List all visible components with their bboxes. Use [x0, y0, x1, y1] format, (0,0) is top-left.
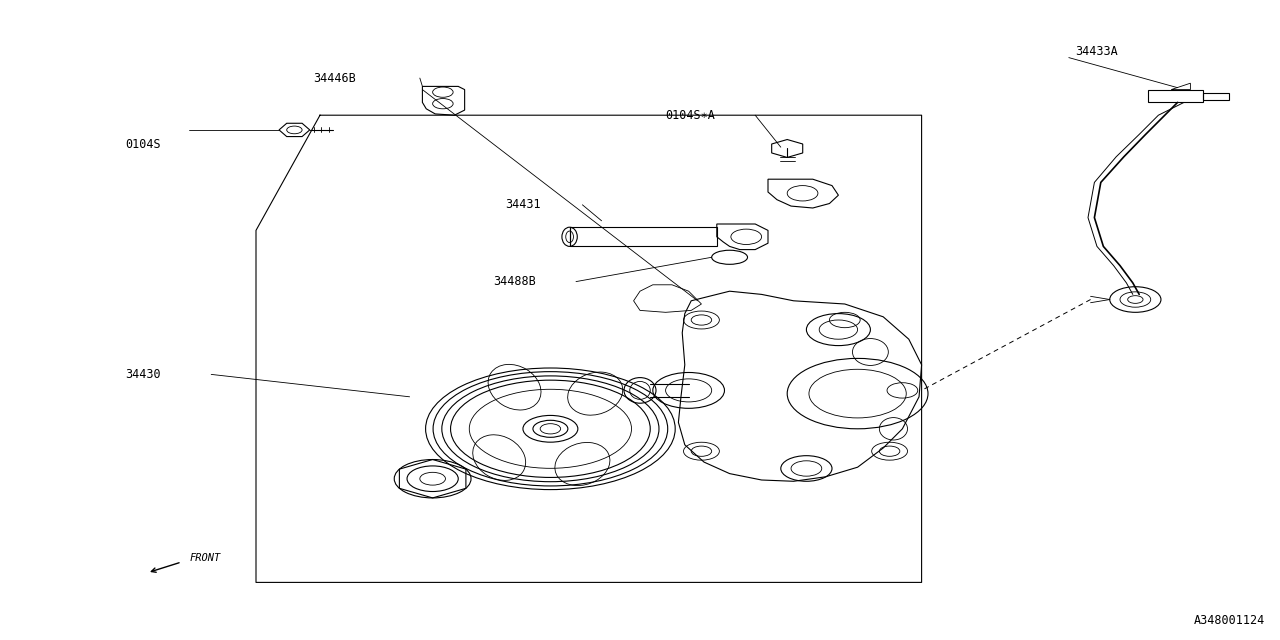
Text: 34431: 34431: [506, 198, 541, 211]
Text: FRONT: FRONT: [189, 553, 220, 563]
Text: 34433A: 34433A: [1075, 45, 1117, 58]
Text: 34430: 34430: [125, 368, 161, 381]
Text: A348001124: A348001124: [1193, 614, 1265, 627]
Text: 34488B: 34488B: [493, 275, 535, 288]
Text: 0104S: 0104S: [125, 138, 161, 150]
Text: 0104S∗A: 0104S∗A: [666, 109, 716, 122]
Text: 34446B: 34446B: [314, 72, 356, 84]
